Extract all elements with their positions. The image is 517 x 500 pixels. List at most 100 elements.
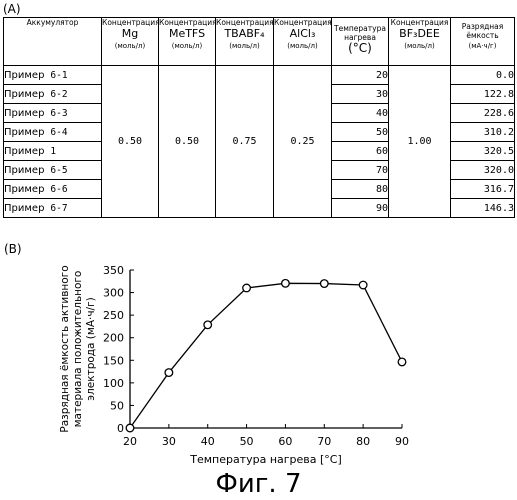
row-label-number: 6-2 [50,89,67,100]
row-capacity: 316.7 [451,180,515,199]
header-temp-top: Температура нагрева [332,24,388,42]
data-point [126,424,134,432]
header-alcl3-top: Концентрация [274,18,332,27]
conc-mg: 0.50 [102,66,159,218]
row-label: Пример 1 [4,142,102,161]
header-alcl3: Концентрация AlCl₃ (моль/л) [274,18,332,66]
x-tick-label: 90 [395,435,409,448]
row-label: Пример6-1 [4,66,102,85]
row-label: Пример6-7 [4,199,102,218]
row-temperature: 50 [332,123,389,142]
y-tick-label: 50 [110,399,124,412]
conc-tbabf4: 0.75 [216,66,274,218]
panel-a-label: (A) [3,2,21,16]
x-tick-label: 80 [356,435,370,448]
row-capacity: 320.5 [451,142,515,161]
x-tick-label: 50 [240,435,254,448]
data-point [243,284,251,292]
table-header-row: Аккумулятор Концентрация Mg (моль/л) Кон… [4,18,515,66]
header-temp-unit: (°C) [332,42,388,55]
y-axis-label-line: электрода (мА·ч/г) [85,297,97,400]
row-capacity: 122.8 [451,85,515,104]
header-mg-name: Mg [102,27,158,40]
row-capacity: 0.0 [451,66,515,85]
data-point [398,358,406,366]
conc-alcl3: 0.25 [274,66,332,218]
row-label: Пример 6-2 [4,85,102,104]
row-temperature: 80 [332,180,389,199]
header-bf3dee-name: BF₃DEE [389,27,450,40]
row-label-prefix: Пример [4,184,44,195]
header-bf3dee: Концентрация BF₃DEE (моль/л) [389,18,451,66]
y-axis-label-line: материала положительного [72,271,84,428]
y-tick-label: 250 [103,309,124,322]
data-point [165,369,173,377]
row-capacity: 146.3 [451,199,515,218]
row-label-number: 6-5 [50,165,67,176]
row-label: Пример 6-6 [4,180,102,199]
row-temperature: 90 [332,199,389,218]
header-tbabf4-name: TBABF₄ [216,27,273,40]
y-tick-label: 150 [103,354,124,367]
row-capacity: 310.2 [451,123,515,142]
y-tick-label: 0 [117,422,124,435]
x-tick-label: 70 [317,435,331,448]
header-capacity: Разрядная ёмкость (мА·ч/г) [451,18,515,66]
row-label-number: 6-7 [50,203,67,214]
header-tbabf4-unit: (моль/л) [216,42,273,51]
conc-metfs: 0.50 [159,66,216,218]
series-line [130,283,402,428]
table-row: Пример6-10.500.500.750.25201.000.0 [4,66,515,85]
header-bf3dee-top: Концентрация [391,18,449,27]
header-metfs: Концентрация MeTFS (моль/л) [159,18,216,66]
header-alcl3-name: AlCl₃ [274,27,331,40]
data-point [282,280,290,288]
header-capacity-top: Разрядная ёмкость [451,22,514,40]
header-alcl3-unit: (моль/л) [274,42,331,51]
capacity-chart: 0 50 100 150 200 250 300 350 20 30 40 50 60 70 80 90 Тем… [0,255,517,470]
row-label-number: 6-6 [50,184,67,195]
data-point [359,281,367,289]
data-point [204,321,212,329]
row-temperature: 40 [332,104,389,123]
header-bf3dee-unit: (моль/л) [389,42,450,51]
y-axis-label-line: Разрядная ёмкость активного [59,265,71,432]
row-label-prefix: Пример [4,127,44,138]
row-label: Пример 6-3 [4,104,102,123]
row-label-number: 1 [50,146,56,157]
x-tick-label: 30 [162,435,176,448]
header-metfs-name: MeTFS [159,27,215,40]
y-tick-label: 100 [103,377,124,390]
header-mg: Концентрация Mg (моль/л) [102,18,159,66]
x-tick-label: 40 [201,435,215,448]
conc-bf3dee: 1.00 [389,66,451,218]
row-label-number: 6-3 [50,108,67,119]
row-label: Пример 6-5 [4,161,102,180]
y-tick-label: 200 [103,332,124,345]
header-accumulator: Аккумулятор [4,18,102,66]
y-tick-label: 300 [103,287,124,300]
row-label-number: 6-1 [50,70,67,81]
header-temp: Температура нагрева (°C) [332,18,389,66]
row-capacity: 320.0 [451,161,515,180]
row-label-prefix: Пример [4,108,44,119]
row-capacity: 228.6 [451,104,515,123]
header-metfs-top: Концентрация [159,18,217,27]
header-mg-unit: (моль/л) [102,42,158,51]
row-label-prefix: Пример [4,146,44,157]
header-mg-top: Концентрация [102,18,160,27]
row-label-prefix: Пример [4,89,44,100]
figure-caption: Фиг. 7 [0,470,517,498]
table-body: Пример6-10.500.500.750.25201.000.0Пример… [4,66,515,218]
row-temperature: 20 [332,66,389,85]
y-tick-label: 350 [103,264,124,277]
x-tick-label: 20 [123,435,137,448]
row-label-prefix: Пример [4,165,44,176]
header-capacity-unit: (мА·ч/г) [451,42,514,51]
x-tick-label: 60 [278,435,292,448]
x-axis-label: Температура нагрева [°C] [189,453,342,466]
row-temperature: 60 [332,142,389,161]
row-temperature: 70 [332,161,389,180]
row-label: Пример6-4 [4,123,102,142]
header-metfs-unit: (моль/л) [159,42,215,51]
